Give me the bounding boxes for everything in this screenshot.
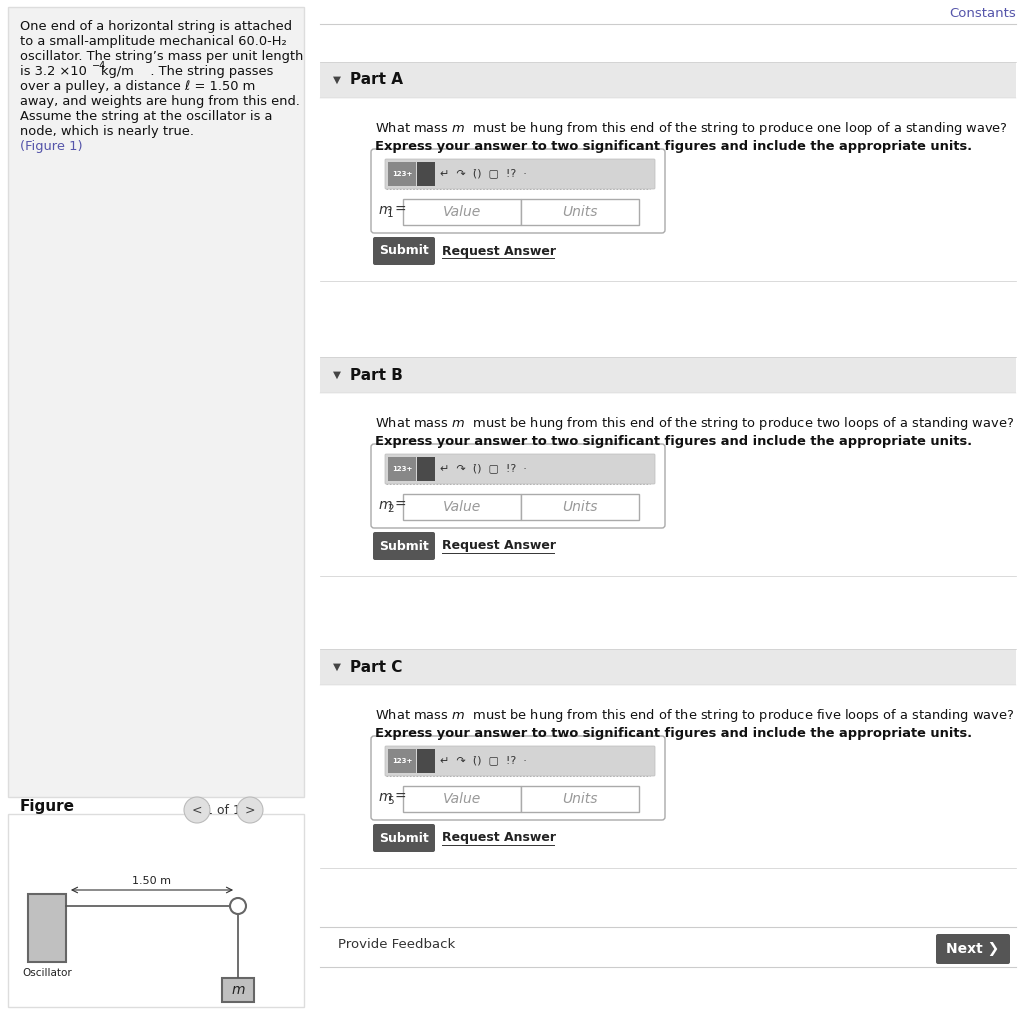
Text: (Figure 1): (Figure 1) [20,140,83,153]
Text: Next ❯: Next ❯ [946,942,999,956]
Text: node, which is nearly true.: node, which is nearly true. [20,125,194,138]
Text: Value: Value [442,205,481,219]
FancyBboxPatch shape [385,454,655,484]
Text: is 3.2 ×10: is 3.2 ×10 [20,65,87,78]
Text: Part A: Part A [350,72,403,87]
Text: Constants: Constants [949,7,1016,20]
FancyBboxPatch shape [373,237,435,265]
Text: Units: Units [562,205,598,219]
FancyBboxPatch shape [385,746,655,776]
Text: Units: Units [562,500,598,514]
Text: away, and weights are hung from this end.: away, and weights are hung from this end… [20,95,300,108]
Text: oscillator. The string’s mass per unit length: oscillator. The string’s mass per unit l… [20,50,303,63]
Text: Assume the string at the oscillator is a: Assume the string at the oscillator is a [20,110,272,123]
Text: Value: Value [442,500,481,514]
Text: ↵  ↷  (̇)  ▢  !?  ·: ↵ ↷ (̇) ▢ !? · [440,168,527,178]
Text: Express your answer to two significant figures and include the appropriate units: Express your answer to two significant f… [375,727,972,740]
Bar [388,162,416,186]
Text: Express your answer to two significant figures and include the appropriate units: Express your answer to two significant f… [375,435,972,448]
Text: kg/m    . The string passes: kg/m . The string passes [101,65,273,78]
Text: Provide Feedback: Provide Feedback [338,939,456,952]
FancyBboxPatch shape [373,532,435,560]
Text: What mass $m$  must be hung from this end of the string to produce one loop of a: What mass $m$ must be hung from this end… [375,120,1008,137]
Text: m: m [379,203,392,217]
FancyBboxPatch shape [371,444,665,528]
Text: 123+: 123+ [392,171,413,177]
Bar [222,978,254,1002]
Bar [319,357,1016,393]
Text: Request Answer: Request Answer [442,244,556,257]
Text: Value: Value [442,792,481,806]
Text: 1 of 1: 1 of 1 [205,803,241,817]
Text: Request Answer: Request Answer [442,832,556,844]
Text: 123+: 123+ [392,758,413,764]
Text: ↵  ↷  (̇)  ▢  !?  ·: ↵ ↷ (̇) ▢ !? · [440,463,527,473]
Bar [388,749,416,773]
Text: 5: 5 [387,796,393,806]
Text: What mass $m$  must be hung from this end of the string to produce five loops of: What mass $m$ must be hung from this end… [375,707,1015,724]
Text: One end of a horizontal string is attached: One end of a horizontal string is attach… [20,20,292,33]
Text: 123+: 123+ [392,466,413,472]
Text: Submit: Submit [379,832,429,844]
Bar [8,7,304,797]
Text: <: < [191,803,203,817]
FancyBboxPatch shape [371,736,665,820]
Text: m: m [379,498,392,512]
Bar [28,894,66,962]
Bar [403,199,521,225]
Text: Request Answer: Request Answer [442,539,556,552]
Bar [319,649,1016,685]
Text: over a pulley, a distance ℓ = 1.50 m: over a pulley, a distance ℓ = 1.50 m [20,80,255,93]
Bar [417,457,435,481]
Text: −4: −4 [92,61,106,71]
Text: to a small-amplitude mechanical 60.0-H₂: to a small-amplitude mechanical 60.0-H₂ [20,35,287,48]
Text: =: = [394,790,406,804]
Circle shape [184,797,210,823]
Text: ↵  ↷  (̇)  ▢  !?  ·: ↵ ↷ (̇) ▢ !? · [440,755,527,765]
Text: 1.50 m: 1.50 m [132,876,171,886]
Circle shape [230,898,246,914]
Bar [403,786,521,812]
FancyBboxPatch shape [371,149,665,233]
Text: Part B: Part B [350,367,402,382]
FancyBboxPatch shape [373,824,435,852]
Text: Submit: Submit [379,539,429,552]
Text: ▼: ▼ [333,370,341,380]
Bar [319,62,1016,98]
Bar [521,199,639,225]
Bar [388,457,416,481]
Text: Part C: Part C [350,659,402,674]
Bar [521,786,639,812]
Text: 2: 2 [387,504,393,514]
Bar [417,162,435,186]
Text: ▼: ▼ [333,662,341,672]
Text: Units: Units [562,792,598,806]
Text: What mass $m$  must be hung from this end of the string to produce two loops of : What mass $m$ must be hung from this end… [375,415,1014,432]
Text: >: > [245,803,255,817]
FancyBboxPatch shape [936,934,1010,964]
FancyBboxPatch shape [385,159,655,189]
Text: 1: 1 [387,210,393,219]
Text: Figure: Figure [20,799,75,814]
Text: m: m [379,790,392,804]
Text: Submit: Submit [379,244,429,257]
Text: =: = [394,203,406,217]
Text: Oscillator: Oscillator [23,968,72,978]
Bar [417,749,435,773]
Text: Express your answer to two significant figures and include the appropriate units: Express your answer to two significant f… [375,140,972,153]
Bar [403,494,521,520]
Text: =: = [394,498,406,512]
Bar [521,494,639,520]
Text: ▼: ▼ [333,75,341,85]
Circle shape [237,797,263,823]
Bar [8,814,304,1007]
Text: m: m [231,983,245,997]
